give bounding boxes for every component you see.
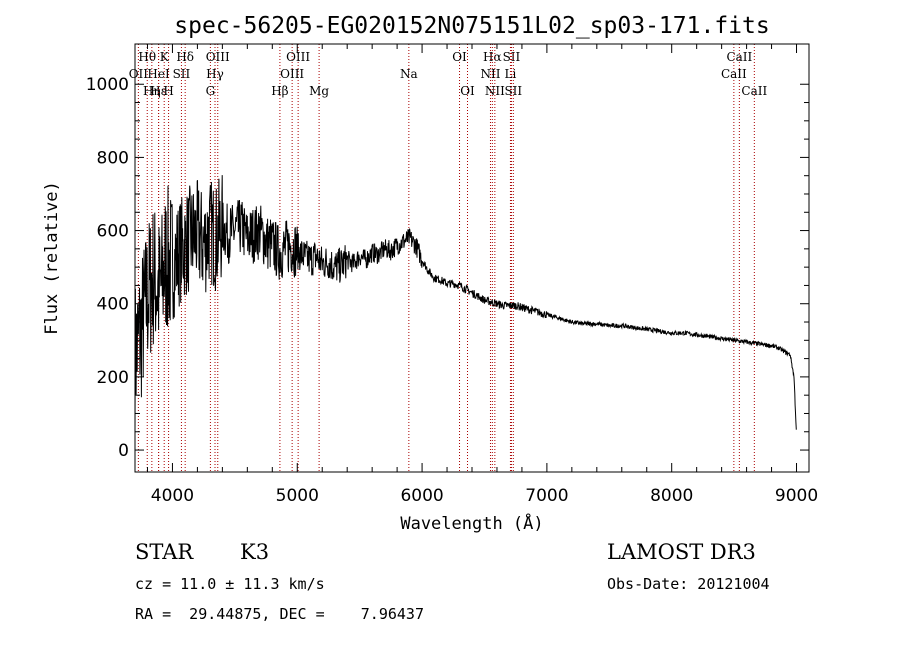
redshift-info: cz = 11.0 ± 11.3 km/s <box>135 575 325 593</box>
survey-label: LAMOST DR3 <box>607 540 756 564</box>
plot-frame <box>134 43 810 473</box>
marker-label: Hδ <box>176 50 194 64</box>
marker-label: Hα <box>483 50 502 64</box>
marker-label: H <box>163 84 173 98</box>
marker-label: G <box>206 84 216 98</box>
y-tick-label: 1000 <box>86 75 129 95</box>
marker-label: Li <box>505 67 517 81</box>
marker-label: OI <box>452 50 467 64</box>
coordinates-info: RA = 29.44875, DEC = 7.96437 <box>135 605 424 623</box>
axis-ticks: 4000 5000 6000 7000 8000 9000 0 200 400 600 800 100… <box>86 44 818 506</box>
marker-label: OIII <box>286 50 310 64</box>
marker-label: OIII <box>280 67 304 81</box>
marker-label: K <box>160 50 170 64</box>
marker-label: HeI <box>147 67 170 81</box>
y-tick-label: 0 <box>118 441 129 461</box>
observation-date: Obs-Date: 20121004 <box>607 575 770 593</box>
y-axis-label: Flux (relative) <box>42 181 62 335</box>
marker-label: CaII <box>721 67 747 81</box>
y-tick-label: 600 <box>97 222 129 242</box>
x-tick-label: 7000 <box>525 486 568 506</box>
y-tick-label: 200 <box>97 368 129 388</box>
marker-label: Na <box>400 67 418 81</box>
marker-label: OII <box>129 67 149 81</box>
x-tick-label: 5000 <box>276 486 319 506</box>
marker-label: Hη <box>143 84 161 98</box>
x-tick-label: 6000 <box>400 486 443 506</box>
y-tick-label: 400 <box>97 295 129 315</box>
marker-label: NII <box>485 84 505 98</box>
marker-label: SII <box>173 67 191 81</box>
x-tick-label: 8000 <box>650 486 693 506</box>
marker-label: OI <box>460 84 475 98</box>
y-tick-label: 800 <box>97 148 129 168</box>
x-tick-label: 9000 <box>775 486 818 506</box>
marker-label: OIII <box>206 50 230 64</box>
marker-label: Hγ <box>206 67 224 81</box>
x-axis-label: Wavelength (Å) <box>400 512 543 534</box>
object-class: STAR <box>135 540 194 564</box>
object-subclass: K3 <box>240 540 269 564</box>
marker-label: CaII <box>741 84 767 98</box>
marker-label: CaII <box>726 50 752 64</box>
spectrum-line <box>134 175 797 432</box>
spectrum-series <box>134 175 797 432</box>
marker-label: Hε <box>150 84 167 98</box>
x-tick-label: 4000 <box>151 486 194 506</box>
chart-title: spec-56205-EG020152N075151L02_sp03-171.f… <box>174 13 769 39</box>
marker-label: SII <box>503 50 521 64</box>
marker-label: SII <box>504 84 522 98</box>
marker-label: Hβ <box>271 84 288 98</box>
marker-label: NII <box>480 67 500 81</box>
marker-label: Hθ <box>138 50 156 64</box>
marker-label: Mg <box>309 84 329 98</box>
